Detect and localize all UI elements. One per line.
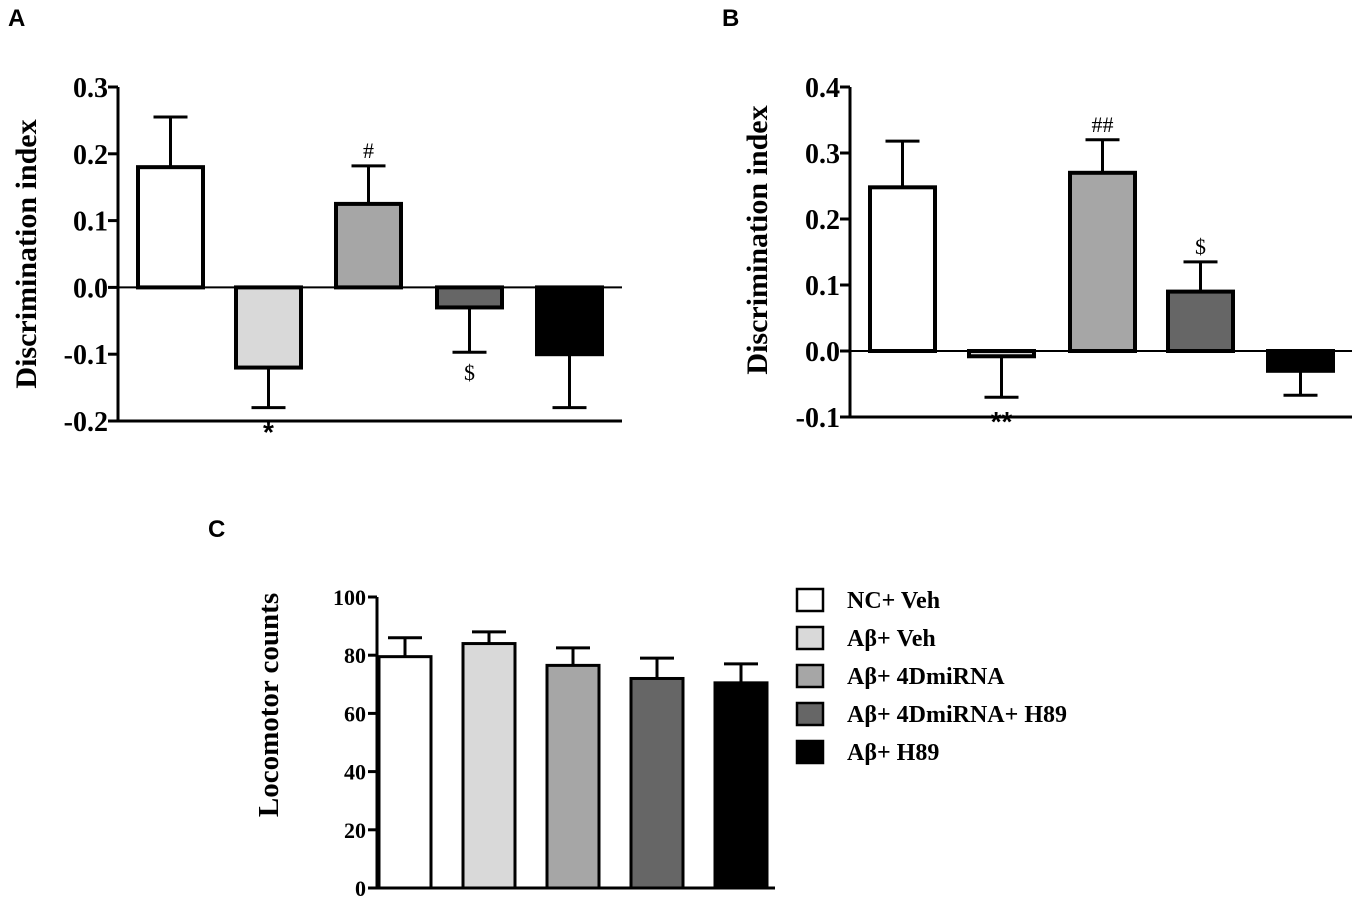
y-tick-label: 80: [344, 643, 366, 668]
legend-label: Aβ+ 4DmiRNA+ H89: [847, 702, 1067, 728]
y-tick-label: 20: [344, 818, 366, 843]
y-axis-label: Discrimination index: [741, 105, 774, 374]
y-tick-label: 0.0: [805, 337, 840, 368]
legend-swatch: [795, 701, 825, 727]
legend-swatch: [795, 587, 825, 613]
chart-panel-c: C Locomotor counts 0 20 40 60 80 100: [208, 516, 775, 901]
legend-label: NC+ Veh: [847, 588, 940, 614]
significance-marker: *: [263, 417, 274, 448]
panel-letter: C: [208, 516, 225, 543]
legend-label: Aβ+ H89: [847, 740, 939, 766]
legend-swatch: [795, 663, 825, 689]
bar: [234, 285, 303, 370]
legend-label: Aβ+ Veh: [847, 626, 936, 652]
bar: [334, 201, 403, 290]
bar: [136, 165, 205, 290]
bar: [461, 642, 517, 890]
y-tick-label: -0.1: [64, 340, 108, 371]
y-tick-label: 60: [344, 701, 366, 726]
y-tick-label: -0.2: [64, 407, 108, 438]
panel-letter: B: [722, 5, 739, 32]
y-tick-label: 0.1: [73, 207, 108, 238]
y-tick-label: 0.2: [805, 205, 840, 236]
significance-marker: ##: [1092, 112, 1114, 137]
bar: [535, 285, 604, 357]
y-tick-label: 0.1: [805, 271, 840, 302]
bar: [1166, 289, 1235, 354]
y-tick-label: 0: [355, 876, 366, 901]
bar: [377, 655, 433, 890]
bar: [629, 676, 685, 890]
legend-swatch: [795, 739, 825, 765]
y-tick-label: 0.2: [73, 140, 108, 171]
bar: [713, 681, 769, 890]
significance-marker: $: [1195, 234, 1206, 259]
significance-marker: $: [464, 360, 475, 385]
y-axis-label: Locomotor counts: [253, 593, 285, 817]
legend-label: Aβ+ 4DmiRNA: [847, 664, 1005, 690]
bar: [545, 663, 601, 890]
y-axis-label: Discrimination index: [10, 119, 43, 388]
y-tick-label: 0.3: [805, 139, 840, 170]
bar: [868, 185, 937, 353]
legend: NC+ Veh Aβ+ Veh Aβ+ 4DmiRNA Aβ+ 4DmiRNA+ H8…: [795, 587, 1067, 766]
panel-letter: A: [8, 5, 25, 32]
y-tick-label: 40: [344, 760, 366, 785]
y-tick-label: 0.4: [805, 73, 840, 104]
bar: [435, 285, 504, 310]
chart-panel-b: B Discrimination index -0.1 0.0 0.1 0.2 0.3 0.4…: [722, 5, 1352, 437]
significance-marker: #: [363, 138, 374, 163]
bar: [1068, 170, 1137, 353]
y-tick-label: 0.3: [73, 73, 108, 104]
legend-swatch: [795, 625, 825, 651]
bar: [1266, 349, 1335, 373]
chart-panel-a: A Discrimination index -0.2 -0.1 0.0 0.1 0.2 0.…: [8, 5, 622, 448]
y-tick-label: 0.0: [73, 273, 108, 304]
y-tick-label: 100: [333, 585, 366, 610]
bar: [967, 349, 1036, 359]
y-tick-label: -0.1: [796, 403, 840, 434]
significance-marker: **: [991, 406, 1013, 437]
